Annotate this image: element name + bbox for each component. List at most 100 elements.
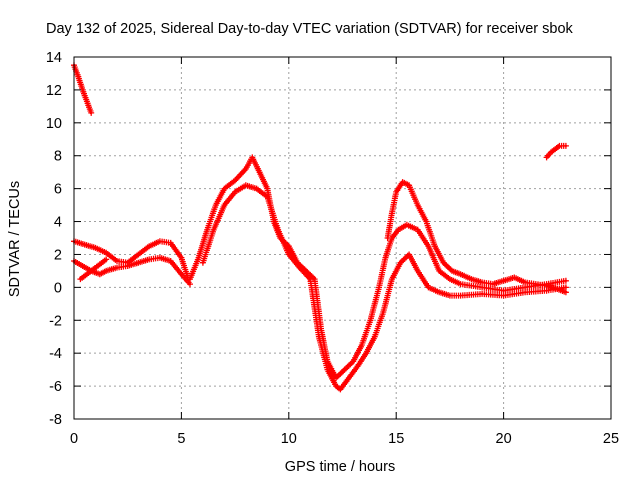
series-trace-d-cross	[77, 256, 110, 283]
data-points	[71, 62, 569, 393]
data-point	[556, 287, 559, 291]
data-point	[83, 243, 86, 246]
data-point	[115, 259, 119, 263]
data-point	[244, 184, 247, 187]
data-point	[148, 258, 151, 261]
data-point	[137, 253, 140, 256]
data-point	[397, 228, 400, 231]
data-point	[382, 310, 385, 314]
data-point	[169, 259, 172, 263]
data-point	[257, 169, 260, 172]
data-point	[549, 151, 553, 154]
data-point	[92, 268, 95, 271]
x-tick-label: 10	[281, 431, 297, 447]
y-tick-label: -2	[49, 313, 62, 329]
data-point	[266, 187, 269, 190]
x-tick-label: 20	[496, 431, 512, 447]
data-point	[523, 286, 527, 289]
y-tick-label: 6	[54, 182, 62, 198]
data-point	[438, 269, 441, 273]
data-point	[390, 236, 394, 240]
data-point	[90, 111, 93, 115]
data-point	[158, 256, 162, 259]
data-point	[564, 144, 568, 148]
data-point	[98, 273, 102, 276]
data-point	[564, 279, 568, 282]
y-tick-label: 10	[46, 116, 62, 132]
x-tick-label: 25	[603, 431, 619, 447]
data-point	[554, 147, 557, 151]
data-point	[399, 261, 402, 264]
data-point	[450, 269, 454, 273]
data-point	[390, 212, 394, 215]
data-point	[448, 294, 452, 297]
y-tick-label: 14	[46, 50, 62, 66]
y-tick-label: 0	[54, 280, 62, 296]
y-tick-label: -8	[49, 412, 62, 428]
data-point	[98, 263, 102, 266]
data-point	[459, 282, 462, 286]
data-point	[425, 220, 428, 223]
data-point	[407, 253, 411, 256]
data-point	[513, 276, 516, 279]
y-tick-label: 12	[46, 83, 62, 99]
data-point	[214, 203, 217, 207]
data-point	[459, 273, 462, 276]
data-point	[352, 360, 355, 363]
data-point	[364, 352, 368, 355]
data-point	[81, 264, 84, 268]
data-point	[233, 179, 237, 182]
data-point	[416, 203, 419, 207]
data-point	[180, 256, 183, 259]
data-point	[105, 269, 108, 273]
data-point	[85, 273, 89, 276]
data-point	[562, 144, 565, 148]
data-point	[558, 144, 561, 148]
data-point	[115, 266, 119, 269]
data-point	[201, 261, 205, 264]
data-point	[343, 368, 346, 371]
data-point	[105, 258, 108, 261]
data-point	[326, 368, 329, 371]
data-point	[233, 190, 237, 194]
data-point	[223, 203, 226, 207]
data-point	[126, 264, 129, 268]
y-axis-label: SDTVAR / TECUs	[7, 181, 23, 297]
x-tick-label: 0	[70, 431, 78, 447]
data-point	[390, 277, 394, 281]
data-point	[386, 236, 389, 240]
data-point	[564, 286, 568, 289]
x-tick-label: 5	[177, 431, 185, 447]
data-point	[298, 266, 301, 269]
data-point	[188, 282, 192, 286]
data-point	[416, 269, 419, 273]
data-point	[169, 241, 172, 245]
y-tick-label: 4	[54, 215, 62, 231]
data-point	[395, 190, 398, 194]
y-tick-label: -6	[49, 379, 62, 395]
data-point	[266, 195, 269, 199]
data-point	[545, 284, 548, 287]
data-point	[317, 335, 321, 338]
data-point	[480, 292, 484, 296]
data-point	[405, 223, 409, 226]
data-point	[545, 156, 548, 159]
data-point	[442, 261, 445, 264]
data-point	[369, 319, 372, 322]
data-point	[197, 256, 200, 259]
data-point	[459, 294, 462, 297]
series-trace-c-lower	[71, 254, 193, 288]
data-point	[85, 100, 89, 103]
data-point	[251, 156, 254, 159]
data-point	[334, 384, 338, 388]
y-tick-labels: -8 -6 -4 -2 0 2 4 6 8 10 12 14	[46, 50, 62, 428]
data-point	[206, 228, 209, 231]
data-point	[360, 343, 363, 347]
data-point	[79, 277, 82, 281]
data-point	[401, 180, 404, 184]
data-point	[77, 75, 80, 78]
data-point	[427, 245, 430, 248]
data-point	[438, 291, 441, 294]
